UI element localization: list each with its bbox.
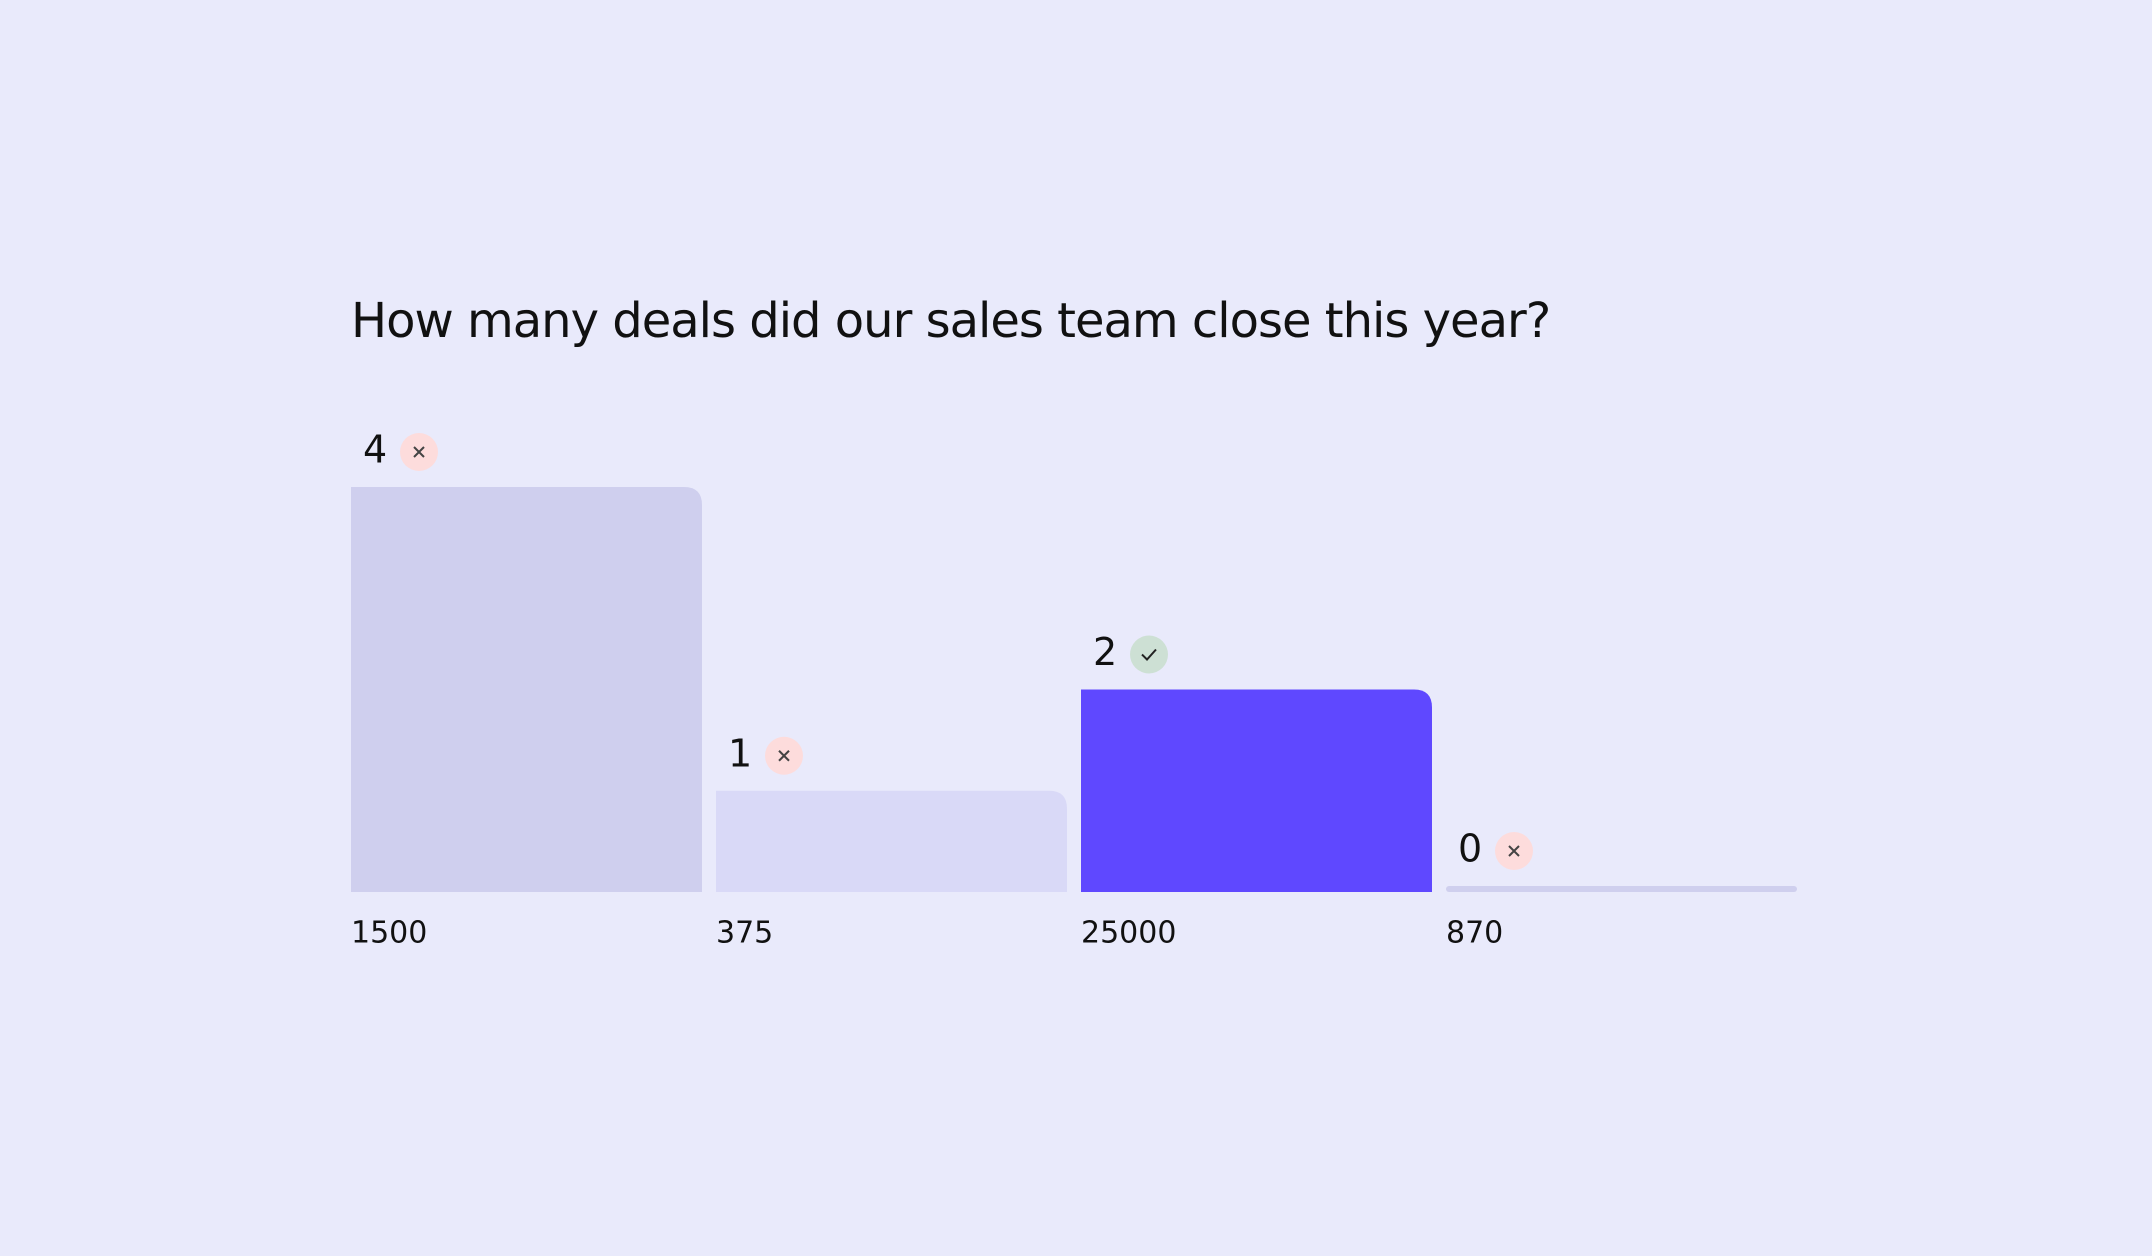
x-tick-label: 870 <box>1446 916 1503 951</box>
bar <box>351 487 702 892</box>
cross-mark <box>413 446 425 458</box>
correct-icon <box>1130 635 1168 674</box>
value-label: 1 <box>728 731 752 775</box>
x-tick-label: 375 <box>716 916 773 951</box>
incorrect-icon <box>400 433 438 471</box>
bar <box>1081 689 1432 892</box>
value-label: 0 <box>1458 827 1482 871</box>
bar <box>716 790 1067 892</box>
incorrect-icon <box>1495 832 1533 870</box>
x-tick-label: 1500 <box>351 916 427 951</box>
x-tick-label: 25000 <box>1081 916 1176 951</box>
value-label: 2 <box>1093 630 1117 674</box>
icon-background <box>1130 635 1168 674</box>
bar <box>1446 886 1797 892</box>
check-mark <box>1141 648 1157 661</box>
cross-mark <box>778 750 790 762</box>
cross-mark <box>1508 845 1520 857</box>
chart-title: How many deals did our sales team close … <box>351 293 1550 349</box>
value-label: 4 <box>363 428 387 472</box>
incorrect-icon <box>765 736 803 775</box>
